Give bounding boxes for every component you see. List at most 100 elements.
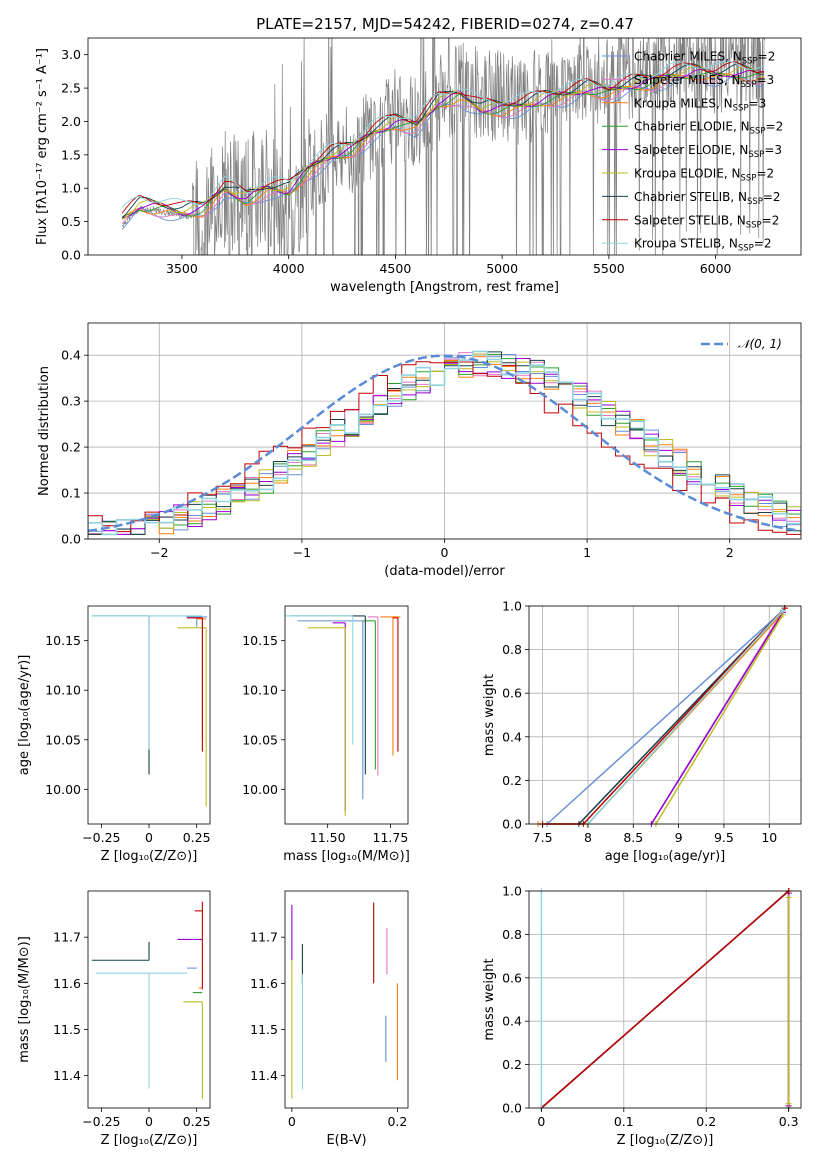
y-tick-label: 11.7 xyxy=(53,930,81,945)
y-tick-label: 1.0 xyxy=(61,181,81,196)
cumulative-marker xyxy=(785,1100,792,1107)
x-axis-label: Z [log₁₀(Z/Z⊙)] xyxy=(101,849,198,864)
y-tick-label: 0.2 xyxy=(61,440,81,455)
x-tick-label: −0.25 xyxy=(82,1114,120,1129)
y-axis-label: mass weight xyxy=(482,674,497,756)
y-tick-label: 11.4 xyxy=(250,1068,278,1083)
cumulative-marker xyxy=(785,894,792,901)
x-tick-label: 9.5 xyxy=(714,830,734,845)
massweight-vs-age-axes: 7.5 8 8.5 9 9.5 10 0.0 0.2 0.4 0.6 0.8 1.0 age [log₁… xyxy=(482,599,802,864)
observed-spectrum-line xyxy=(121,38,766,255)
y-tick-label: 0.6 xyxy=(502,970,522,985)
model-spectrum-line xyxy=(121,73,765,220)
y-tick-label: 10.00 xyxy=(242,782,278,797)
x-axis-label: age [log₁₀(age/yr)] xyxy=(605,849,726,864)
model-spectrum-line xyxy=(121,61,765,214)
legend-label: Kroupa MILES, NSSP=3 xyxy=(634,96,766,113)
y-tick-label: 10.00 xyxy=(45,782,81,797)
x-axis-label: E(B-V) xyxy=(326,1133,366,1148)
x-tick-label: 11.50 xyxy=(310,830,346,845)
x-tick-label: 0.1 xyxy=(614,1114,634,1129)
x-tick-label: 0 xyxy=(145,830,153,845)
gaussian-curve xyxy=(88,354,801,533)
age-vs-Z-axes: −0.25 0 0.25 10.00 10.05 10.10 10.15 Z [log₁₀(Z… xyxy=(17,605,211,864)
massweight-vs-Z-axes: 0 0.1 0.2 0.3 0.0 0.2 0.4 0.6 0.8 1.0 Z [log₁₀(Z/Z… xyxy=(482,884,802,1148)
axes-frame xyxy=(284,890,409,1109)
x-tick-label: 0 xyxy=(537,1114,545,1129)
x-tick-label: 0.2 xyxy=(696,1114,716,1129)
x-tick-label: −0.25 xyxy=(82,830,120,845)
y-axis-label: mass [log₁₀(M/M⊙)] xyxy=(17,936,32,1063)
y-tick-label: 0.0 xyxy=(61,532,81,547)
model-spectrum-line xyxy=(121,74,764,230)
legend-label: Chabrier MILES, NSSP=2 xyxy=(634,50,775,67)
x-axis-label: Z [log₁₀(Z/Z⊙)] xyxy=(101,1133,198,1148)
residuals-axes: −2 −1 0 1 2 0.0 0.1 0.2 0.3 0.4 (data-model)/error… xyxy=(37,322,802,579)
y-tick-label: 0.3 xyxy=(61,394,81,409)
legend-label: Salpeter STELIB, NSSP=2 xyxy=(634,213,779,230)
figure-title: PLATE=2157, MJD=54242, FIBERID=0274, z=0… xyxy=(256,15,634,33)
axes-frame xyxy=(87,37,802,256)
y-tick-label: 0.8 xyxy=(502,642,522,657)
y-tick-label: 0.0 xyxy=(61,248,81,263)
x-tick-label: 0 xyxy=(288,1114,296,1129)
x-tick-label: 0.2 xyxy=(387,1114,407,1129)
legend-label: Salpeter ELODIE, NSSP=3 xyxy=(634,143,782,160)
panel-plot-area xyxy=(91,615,208,807)
x-tick-label: 8 xyxy=(584,830,592,845)
y-tick-label: 10.10 xyxy=(45,683,81,698)
x-tick-label: 0 xyxy=(441,545,449,560)
x-tick-label: 0.3 xyxy=(779,1114,799,1129)
cumulative-line xyxy=(650,612,784,825)
y-tick-label: 0.2 xyxy=(502,1057,522,1072)
y-tick-label: 11.4 xyxy=(53,1068,81,1083)
x-axis-label: mass [log₁₀(M/M⊙)] xyxy=(283,849,410,864)
x-tick-label: 11.75 xyxy=(373,830,409,845)
y-tick-label: 0.5 xyxy=(61,214,81,229)
y-tick-label: 0.0 xyxy=(502,1101,522,1116)
model-spectrum-line xyxy=(121,60,765,208)
residual-histogram xyxy=(88,350,801,536)
x-tick-label: 6000 xyxy=(700,261,732,276)
y-tick-label: 11.7 xyxy=(250,930,278,945)
y-tick-label: 10.15 xyxy=(45,633,81,648)
y-axis-label: age [log₁₀(age/yr)] xyxy=(17,655,32,776)
axes-frame xyxy=(528,605,802,825)
y-tick-label: 11.5 xyxy=(250,1022,278,1037)
x-tick-label: 4500 xyxy=(379,261,411,276)
residual-histogram xyxy=(88,361,801,535)
x-axis-label: wavelength [Angstrom, rest frame] xyxy=(330,280,559,295)
legend-label: Salpeter MILES, NSSP=3 xyxy=(634,73,774,90)
panel-plot-area xyxy=(285,615,401,817)
y-tick-label: 1.0 xyxy=(502,884,522,899)
y-tick-label: 10.05 xyxy=(45,732,81,747)
y-tick-label: 3.0 xyxy=(61,47,81,62)
y-tick-label: 11.6 xyxy=(53,976,81,991)
y-tick-label: 0.4 xyxy=(502,729,522,744)
spectrum-plot-area xyxy=(121,38,766,255)
x-tick-label: 4000 xyxy=(273,261,305,276)
y-tick-label: 10.05 xyxy=(242,732,278,747)
y-tick-label: 2.5 xyxy=(61,81,81,96)
y-tick-label: 11.5 xyxy=(53,1022,81,1037)
spectrum-legend: Chabrier MILES, NSSP=2 Salpeter MILES, NS… xyxy=(602,50,783,254)
y-tick-label: 0.0 xyxy=(502,817,522,832)
x-tick-label: 3500 xyxy=(166,261,198,276)
x-tick-label: 2 xyxy=(726,545,734,560)
legend-label: Chabrier STELIB, NSSP=2 xyxy=(634,190,781,207)
legend-label: Kroupa STELIB, NSSP=2 xyxy=(634,237,772,254)
y-tick-label: 2.0 xyxy=(61,114,81,129)
x-tick-label: −2 xyxy=(150,545,168,560)
panel-plot-area xyxy=(291,902,398,1099)
cumulative-line xyxy=(655,614,784,825)
cumulative-line xyxy=(587,609,784,825)
plots-layer: 3500 4000 4500 5000 5500 6000 0.0 0.5 1.0 1.5 2.0 2… xyxy=(17,37,802,1148)
age-vs-mass-axes: 11.50 11.75 10.00 10.05 10.10 10.15 mass [log₁… xyxy=(242,605,410,864)
x-tick-label: 5500 xyxy=(593,261,625,276)
y-axis-label: mass weight xyxy=(482,958,497,1040)
y-tick-label: 0.6 xyxy=(502,686,522,701)
x-tick-label: 0.25 xyxy=(183,830,211,845)
x-tick-label: 0.25 xyxy=(183,1114,211,1129)
mass-vs-Z-axes: −0.25 0 0.25 11.4 11.5 11.6 11.7 Z [log₁₀(Z/Z⊙)… xyxy=(17,890,211,1148)
